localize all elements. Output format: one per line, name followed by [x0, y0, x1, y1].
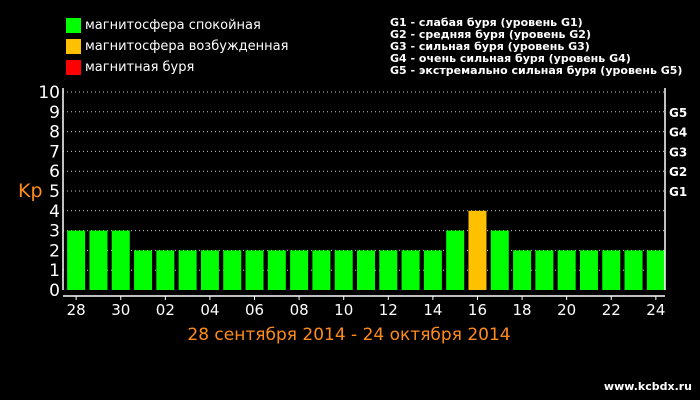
y-tick-label: 3: [49, 222, 60, 242]
x-tick-label: 28: [67, 301, 86, 319]
x-tick-label: 24: [646, 301, 665, 319]
kp-bar: [156, 250, 175, 290]
legend-label: магнитосфера возбужденная: [85, 39, 289, 54]
kp-bar: [379, 250, 398, 290]
legend-item-quiet: магнитосфера спокойная: [66, 15, 288, 36]
kp-bar: [89, 230, 108, 290]
x-tick-label: 04: [200, 301, 219, 319]
y-tick-label: 1: [49, 261, 60, 281]
x-tick-label: 22: [602, 301, 621, 319]
kp-bar: [223, 250, 242, 290]
storm-level-g3: G3 - сильная буря (уровень G3): [390, 40, 590, 53]
x-tick-label: 14: [423, 301, 442, 319]
y-tick-label: 4: [49, 202, 60, 222]
y-tick-label: 6: [49, 162, 60, 182]
x-tick-label: 18: [513, 301, 532, 319]
kp-bar: [624, 250, 643, 290]
legend-item-active: магнитосфера возбужденная: [66, 36, 288, 57]
x-tick-label: 08: [290, 301, 309, 319]
kp-bar: [490, 230, 509, 290]
storm-level-g4: G4 - очень сильная буря (уровень G4): [390, 52, 631, 65]
kp-bar: [468, 210, 487, 290]
g-level-tick-label: G3: [669, 145, 687, 159]
kp-bar: [290, 250, 309, 290]
y-tick-label: 10: [38, 83, 60, 103]
legend: магнитосфера спокойная магнитосфера возб…: [66, 15, 288, 78]
kp-bar: [200, 250, 219, 290]
g-level-tick-label: G2: [669, 165, 687, 179]
legend-swatch-active: [66, 39, 81, 54]
x-tick-label: 06: [245, 301, 264, 319]
x-tick-label: 20: [557, 301, 576, 319]
g-level-tick-label: G5: [669, 106, 687, 120]
kp-bar: [111, 230, 130, 290]
kp-bar: [334, 250, 353, 290]
kp-bar: [602, 250, 621, 290]
kp-bar: [513, 250, 532, 290]
kp-bar: [267, 250, 286, 290]
y-tick-label: 7: [49, 142, 60, 162]
legend-item-storm: магнитная буря: [66, 57, 288, 78]
site-url: www.kcbdx.ru: [603, 380, 692, 393]
date-range-label: 28 сентября 2014 - 24 октября 2014: [187, 325, 510, 345]
g-level-tick-label: G4: [669, 126, 687, 140]
x-tick-label: 30: [111, 301, 130, 319]
kp-bar: [557, 250, 576, 290]
storm-levels-list: G1 - слабая буря (уровень G1) G2 - средн…: [390, 17, 682, 77]
kp-bar: [134, 250, 153, 290]
legend-label: магнитная буря: [85, 60, 195, 75]
y-tick-label: 2: [49, 241, 60, 261]
kp-bar: [245, 250, 264, 290]
kp-bar: [178, 250, 197, 290]
legend-swatch-storm: [66, 60, 81, 75]
storm-level-g2: G2 - средняя буря (уровень G2): [390, 28, 591, 41]
y-tick-label: 0: [49, 281, 60, 301]
kp-bar: [312, 250, 331, 290]
x-tick-label: 02: [156, 301, 175, 319]
kp-bar: [535, 250, 554, 290]
y-axis-label: Kp: [18, 180, 43, 202]
y-tick-label: 9: [49, 103, 60, 123]
storm-level-g5: G5 - экстремально сильная буря (уровень …: [390, 64, 683, 77]
y-tick-label: 5: [49, 182, 60, 202]
kp-bar: [646, 250, 665, 290]
legend-swatch-quiet: [66, 18, 81, 33]
y-tick-label: 8: [49, 123, 60, 143]
kp-bar: [357, 250, 375, 290]
legend-label: магнитосфера спокойная: [85, 18, 261, 33]
kp-bar: [579, 250, 598, 290]
x-tick-label: 10: [334, 301, 353, 319]
x-tick-label: 12: [379, 301, 398, 319]
kp-bar: [67, 230, 86, 290]
kp-bar: [446, 230, 465, 290]
storm-level-g1: G1 - слабая буря (уровень G1): [390, 16, 583, 29]
kp-bar: [423, 250, 442, 290]
kp-bar: [401, 250, 420, 290]
x-tick-label: 16: [468, 301, 487, 319]
g-level-tick-label: G1: [669, 185, 687, 199]
